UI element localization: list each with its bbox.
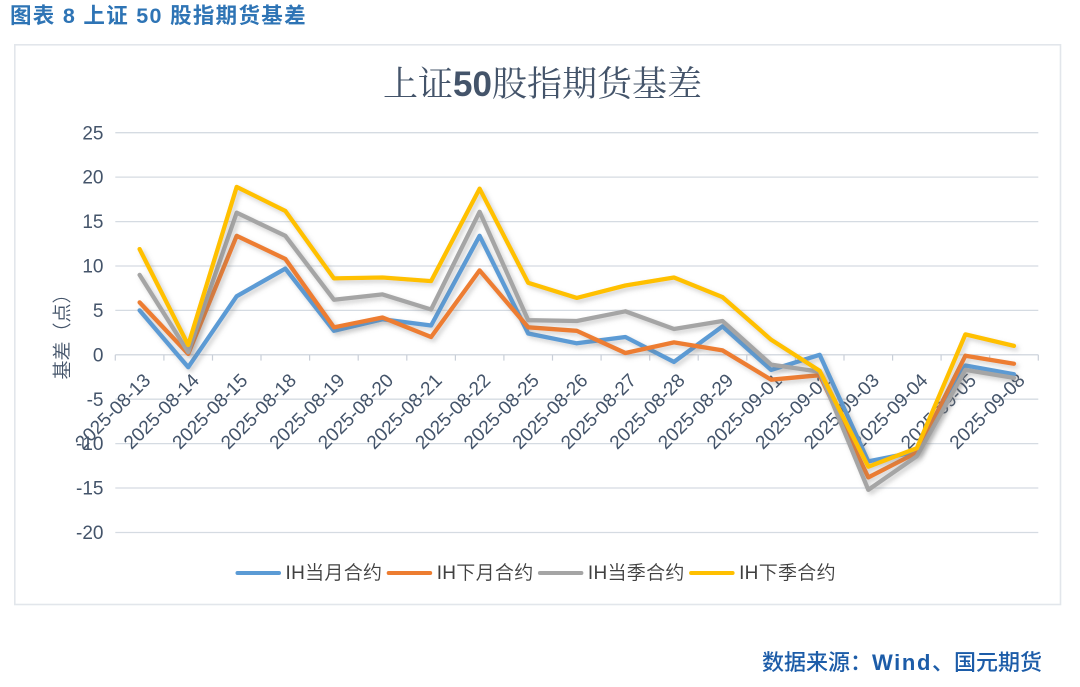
svg-text:0: 0	[93, 345, 104, 366]
svg-text:-20: -20	[76, 523, 103, 544]
svg-text:IH当月合约: IH当月合约	[286, 562, 383, 584]
svg-text:15: 15	[82, 212, 103, 233]
svg-text:-15: -15	[76, 479, 103, 500]
svg-text:10: 10	[82, 257, 103, 278]
svg-text:IH当季合约: IH当季合约	[588, 562, 685, 584]
svg-text:25: 25	[82, 123, 103, 144]
svg-text:5: 5	[93, 301, 104, 322]
svg-text:基差（点）: 基差（点）	[48, 284, 75, 379]
svg-text:IH下月合约: IH下月合约	[437, 562, 534, 584]
svg-text:-10: -10	[76, 434, 103, 455]
svg-text:20: 20	[82, 168, 103, 189]
svg-text:-5: -5	[87, 390, 104, 411]
svg-text:图表 8 上证 50 股指期货基差: 图表 8 上证 50 股指期货基差	[10, 4, 307, 28]
svg-text:数据来源：Wind、国元期货: 数据来源：Wind、国元期货	[762, 650, 1042, 675]
svg-text:上证50股指期货基差: 上证50股指期货基差	[383, 57, 702, 107]
svg-text:IH下季合约: IH下季合约	[739, 562, 836, 584]
